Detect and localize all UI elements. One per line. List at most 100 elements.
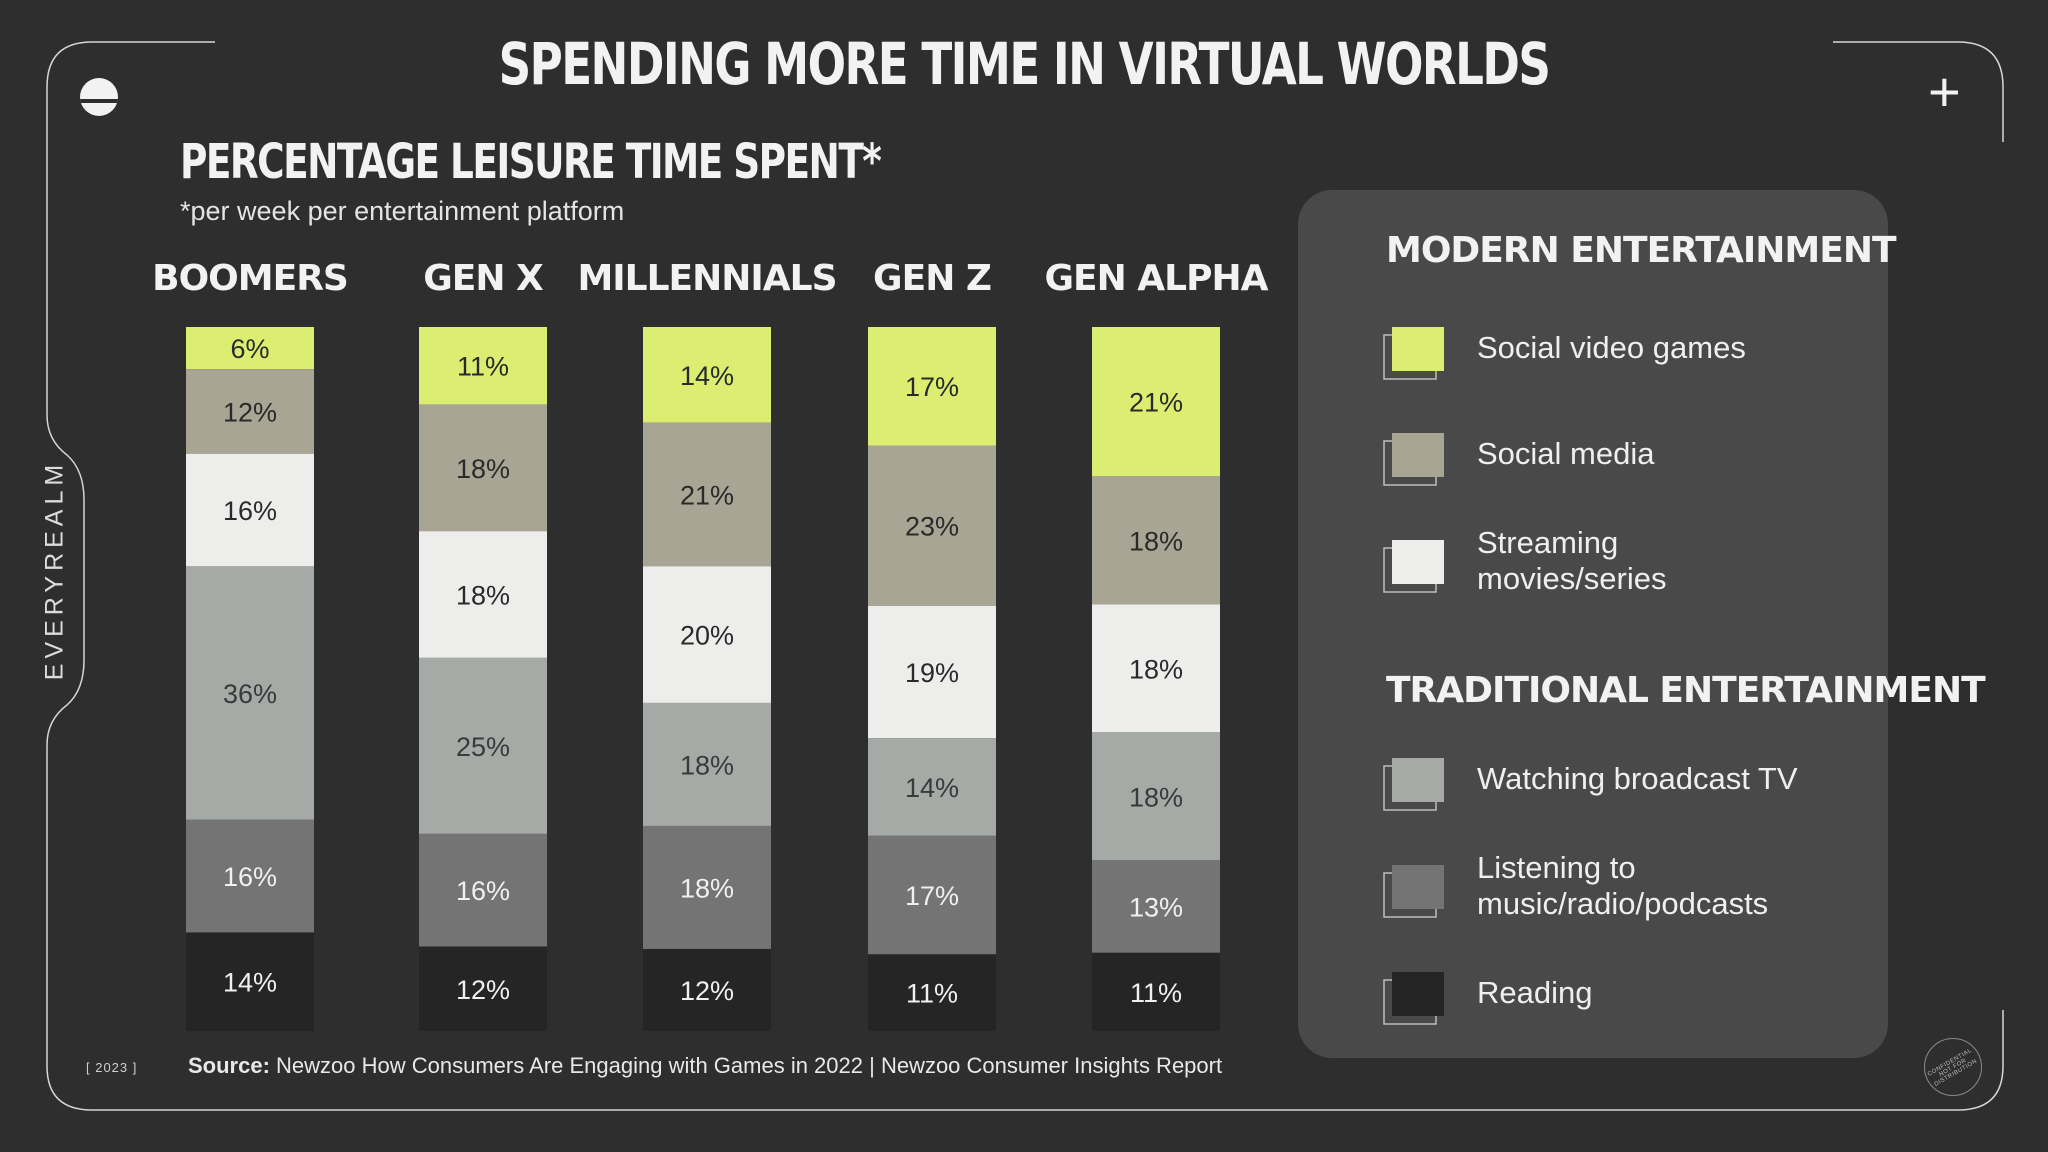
legend-label: music/radio/podcasts <box>1477 886 1768 921</box>
data-label-gen-alpha-social-video-games: 21% <box>1129 388 1183 418</box>
category-label-gen-x: GEN X <box>423 258 544 299</box>
bar-segment-millennials-reading <box>643 948 771 1031</box>
legend-panel <box>1298 190 1888 1058</box>
bar-segment-gen-z-social-media <box>868 445 996 606</box>
bar-segment-gen-alpha-watching-broadcast-tv <box>1092 732 1220 861</box>
data-label-boomers-watching-broadcast-tv: 36% <box>223 679 277 709</box>
data-label-boomers-social-media: 12% <box>223 397 277 427</box>
data-label-gen-alpha-watching-broadcast-tv: 18% <box>1129 782 1183 812</box>
data-label-millennials-listening-to-music-radio-podcasts: 18% <box>680 873 734 903</box>
bars-group: BOOMERS 6% 12% 16% 36% 16% 14% GEN X 11% 18% 18% 25… <box>152 258 1270 1031</box>
bar-segment-gen-x-reading <box>419 946 547 1031</box>
bar-segment-boomers-streaming-movies-series <box>186 453 314 567</box>
data-label-gen-x-reading: 12% <box>456 975 510 1005</box>
legend-label: Watching broadcast TV <box>1477 761 1798 796</box>
data-label-gen-x-listening-to-music-radio-podcasts: 16% <box>456 876 510 906</box>
half-circle-logo-icon <box>80 78 118 116</box>
page-title: SPENDING MORE TIME IN VIRTUAL WORLDS <box>498 30 1551 98</box>
bar-segment-gen-alpha-streaming-movies-series <box>1092 604 1220 733</box>
data-label-gen-z-streaming-movies-series: 19% <box>905 658 959 688</box>
data-label-gen-x-watching-broadcast-tv: 25% <box>456 732 510 762</box>
bar-segment-boomers-listening-to-music-radio-podcasts <box>186 819 314 933</box>
category-label-boomers: BOOMERS <box>152 258 348 299</box>
bar-segment-gen-alpha-social-media <box>1092 476 1220 605</box>
data-label-boomers-reading: 14% <box>223 968 277 998</box>
data-label-millennials-reading: 12% <box>680 976 734 1006</box>
bar-segment-gen-alpha-reading <box>1092 952 1220 1031</box>
legend-label: movies/series <box>1477 561 1667 596</box>
data-label-gen-x-streaming-movies-series: 18% <box>456 581 510 611</box>
data-label-gen-alpha-streaming-movies-series: 18% <box>1129 654 1183 684</box>
data-label-boomers-streaming-movies-series: 16% <box>223 496 277 526</box>
legend-item-social-media: Social media <box>1383 433 1655 486</box>
legend-label: Listening to <box>1477 850 1636 885</box>
legend-item-watching-broadcast-tv: Watching broadcast TV <box>1383 758 1798 811</box>
bar-segment-boomers-social-video-games <box>186 327 314 370</box>
bar-segment-gen-z-reading <box>868 954 996 1031</box>
bar-segment-boomers-reading <box>186 932 314 1031</box>
data-label-millennials-streaming-movies-series: 20% <box>680 621 734 651</box>
category-label-gen-alpha: GEN ALPHA <box>1045 258 1269 299</box>
chart-title: PERCENTAGE LEISURE TIME SPENT* <box>180 134 882 190</box>
legend-label: Reading <box>1477 975 1592 1010</box>
data-label-millennials-social-media: 21% <box>680 480 734 510</box>
bar-segment-gen-x-social-video-games <box>419 327 547 405</box>
legend: MODERN ENTERTAINMENT Social video games So… <box>1383 230 1987 1025</box>
data-label-gen-z-social-video-games: 17% <box>905 372 959 402</box>
bar-segment-boomers-watching-broadcast-tv <box>186 566 314 820</box>
data-label-gen-alpha-social-media: 18% <box>1129 526 1183 556</box>
legend-swatch <box>1392 865 1444 909</box>
legend-label: Social media <box>1477 436 1655 471</box>
source-note: Source: Newzoo How Consumers Are Engagin… <box>188 1053 1222 1079</box>
legend-swatch <box>1392 972 1444 1016</box>
bar-segment-gen-x-listening-to-music-radio-podcasts <box>419 833 547 947</box>
plus-icon[interactable]: + <box>1928 60 1961 123</box>
confidential-stamp: CONFIDENTIAL NOT FOR DISTRIBUTION <box>1924 1038 1982 1096</box>
data-label-boomers-social-video-games: 6% <box>230 334 269 364</box>
data-label-gen-x-social-media: 18% <box>456 454 510 484</box>
data-label-gen-z-listening-to-music-radio-podcasts: 17% <box>905 881 959 911</box>
bar-segment-gen-x-streaming-movies-series <box>419 531 547 658</box>
bar-segment-gen-alpha-listening-to-music-radio-podcasts <box>1092 860 1220 953</box>
legend-heading-modern-entertainment: MODERN ENTERTAINMENT <box>1386 230 1897 271</box>
bar-segment-millennials-watching-broadcast-tv <box>643 702 771 826</box>
bar-segment-gen-x-watching-broadcast-tv <box>419 657 547 834</box>
legend-label: Streaming <box>1477 525 1618 560</box>
data-label-millennials-social-video-games: 14% <box>680 361 734 391</box>
chart-subtitle: *per week per entertainment platform <box>180 196 625 226</box>
legend-item-reading: Reading <box>1383 972 1592 1025</box>
legend-item-social-video-games: Social video games <box>1383 327 1746 380</box>
data-label-gen-z-watching-broadcast-tv: 14% <box>905 773 959 803</box>
year-label: [ 2023 ] <box>86 1060 138 1075</box>
category-label-gen-z: GEN Z <box>873 258 991 299</box>
bar-segment-gen-z-watching-broadcast-tv <box>868 738 996 836</box>
legend-label: Social video games <box>1477 330 1746 365</box>
legend-swatch <box>1392 758 1444 802</box>
data-label-millennials-watching-broadcast-tv: 18% <box>680 750 734 780</box>
legend-swatch <box>1392 540 1444 584</box>
bar-segment-millennials-social-video-games <box>643 327 771 423</box>
bar-segment-gen-z-listening-to-music-radio-podcasts <box>868 835 996 955</box>
stamp-text: CONFIDENTIAL NOT FOR DISTRIBUTION <box>1926 1047 1979 1088</box>
data-label-gen-x-social-video-games: 11% <box>457 352 509 382</box>
bar-segment-gen-x-social-media <box>419 404 547 532</box>
category-label-millennials: MILLENNIALS <box>577 258 836 299</box>
bar-segment-gen-z-streaming-movies-series <box>868 605 996 739</box>
legend-heading-traditional-entertainment: TRADITIONAL ENTERTAINMENT <box>1386 670 1986 711</box>
bar-segment-millennials-streaming-movies-series <box>643 566 771 703</box>
bar-segment-gen-z-social-video-games <box>868 327 996 446</box>
data-label-boomers-listening-to-music-radio-podcasts: 16% <box>223 862 277 892</box>
source-label: Source: <box>188 1053 270 1078</box>
data-label-gen-z-reading: 11% <box>906 979 958 1009</box>
legend-swatch <box>1392 433 1444 477</box>
bar-segment-gen-alpha-social-video-games <box>1092 327 1220 477</box>
data-label-gen-alpha-reading: 11% <box>1130 978 1182 1008</box>
bar-segment-millennials-listening-to-music-radio-podcasts <box>643 825 771 949</box>
source-text: Newzoo How Consumers Are Engaging with G… <box>269 1053 1223 1078</box>
legend-swatch <box>1392 327 1444 371</box>
bar-segment-boomers-social-media <box>186 369 314 454</box>
